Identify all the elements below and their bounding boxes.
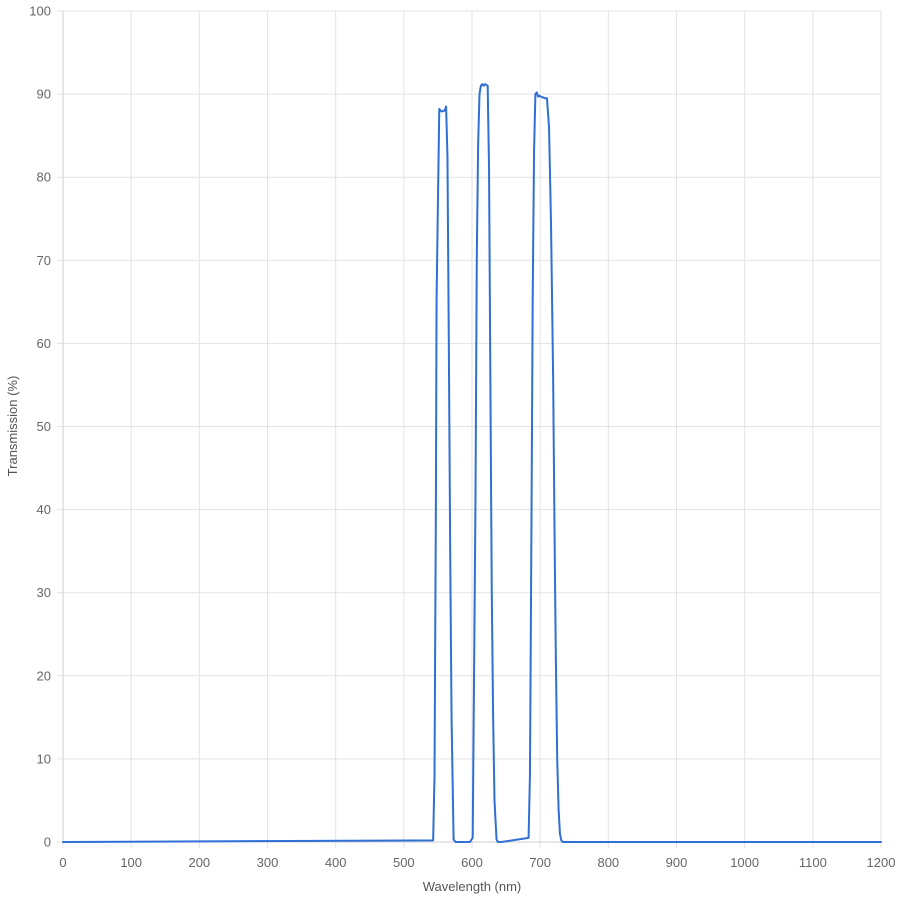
x-tick-label: 500: [393, 855, 415, 870]
y-tick-label: 40: [37, 502, 51, 517]
x-tick-label: 200: [188, 855, 210, 870]
y-tick-label: 10: [37, 751, 51, 766]
y-tick-label: 30: [37, 585, 51, 600]
y-tick-label: 0: [44, 835, 51, 850]
tick-labels: 0 100 200 300 400 500 600 700 800 900 1000 1100 1200…: [29, 4, 895, 871]
y-tick-label: 70: [37, 253, 51, 268]
y-tick-label: 50: [37, 419, 51, 434]
transmission-series-line: [62, 83, 882, 843]
x-tick-label: 400: [325, 855, 347, 870]
grid: [57, 10, 882, 848]
x-tick-label: 600: [461, 855, 483, 870]
x-tick-label: 1000: [730, 855, 759, 870]
y-tick-label: 90: [37, 87, 51, 102]
x-tick-label: 700: [529, 855, 551, 870]
series-layer: [62, 83, 882, 843]
y-tick-label: 20: [37, 668, 51, 683]
y-axis-title: Transmission (%): [5, 376, 20, 477]
x-tick-label: 100: [120, 855, 142, 870]
x-tick-label: 0: [59, 855, 66, 870]
x-tick-label: 1100: [799, 855, 827, 870]
x-tick-label: 900: [666, 855, 688, 870]
x-tick-label: 1200: [867, 855, 896, 870]
y-tick-label: 80: [37, 170, 51, 185]
y-tick-label: 100: [29, 4, 51, 19]
x-tick-label: 800: [597, 855, 619, 870]
x-tick-label: 300: [257, 855, 279, 870]
x-axis-title: Wavelength (nm): [423, 879, 522, 894]
y-tick-label: 60: [37, 336, 51, 351]
